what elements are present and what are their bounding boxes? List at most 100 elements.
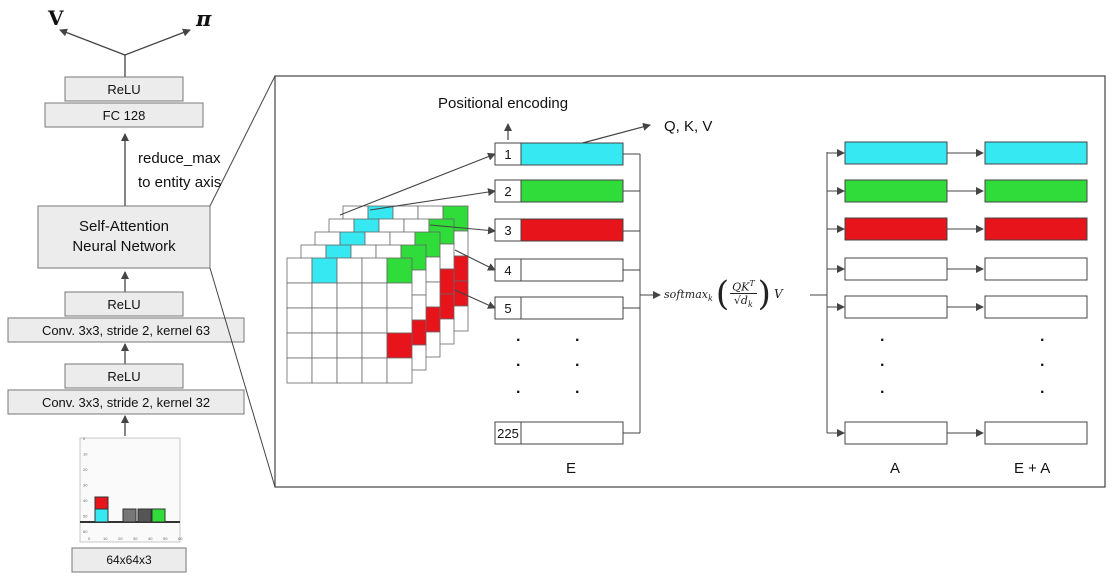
attention-rows xyxy=(827,141,1088,445)
attention-vector xyxy=(844,257,948,281)
attention-label: Self-Attention Neural Network xyxy=(38,206,210,268)
reduce-max-label: reduce_max xyxy=(138,150,221,167)
ellipsis-dot: · xyxy=(516,384,522,401)
softmax-formula: softmax k ( QKT √dk ) V xyxy=(664,270,783,318)
grid-cell xyxy=(286,307,313,334)
entity-index-225: 225 xyxy=(497,425,519,441)
value-label: V xyxy=(48,6,64,30)
input-size-label: 64x64x3 xyxy=(106,553,152,567)
entity-vector xyxy=(520,258,624,282)
ellipsis-dot: · xyxy=(1040,384,1046,401)
formula-denom-sub: k xyxy=(747,300,753,310)
grid-to-entity-arrow xyxy=(369,188,496,211)
ellipsis-dot: · xyxy=(1040,332,1046,349)
column-label-e-plus-a: E + A xyxy=(1014,460,1051,477)
conv1-box xyxy=(7,389,245,415)
plot-y-tick: 10 xyxy=(83,452,88,457)
plot-x-tick: 0 xyxy=(88,536,91,541)
conv2-label: Conv. 3x3, stride 2, kernel 63 xyxy=(41,322,211,338)
formula-paren-open: ( xyxy=(715,274,730,314)
input-image-plot: 0 10 20 30 40 50 60 0 10 20 30 40 50 60 xyxy=(79,436,183,543)
sum-vector xyxy=(984,257,1088,281)
relu-mid-label: ReLU xyxy=(107,296,141,312)
grid-cell xyxy=(336,282,363,309)
grid-cell xyxy=(336,332,363,359)
grid-cell xyxy=(361,357,388,384)
grid-cell xyxy=(311,257,338,284)
formula-v: V xyxy=(773,287,783,301)
entity-vector xyxy=(520,218,624,242)
grid-cell xyxy=(311,357,338,384)
fc-label: FC 128 xyxy=(102,107,146,123)
attention-vector xyxy=(844,295,948,319)
grid-cell xyxy=(386,282,413,309)
plot-red-block xyxy=(94,496,109,510)
ellipsis-dot: · xyxy=(575,357,581,374)
plot-y-tick: 20 xyxy=(83,467,88,472)
entity-index-3: 3 xyxy=(504,222,512,238)
relu-top-label: ReLU xyxy=(107,81,141,97)
plot-green-block xyxy=(151,508,166,523)
ellipsis-dot: · xyxy=(1040,357,1046,374)
formula-qk: QK xyxy=(732,280,750,294)
attention-vector xyxy=(844,179,948,203)
sum-vector xyxy=(984,217,1088,241)
grid-cell xyxy=(336,357,363,384)
sum-vector xyxy=(984,295,1088,319)
input-size-box xyxy=(71,547,187,573)
entity-rows xyxy=(494,142,624,445)
entity-axis-label: to entity axis xyxy=(138,174,222,191)
grid-cell xyxy=(286,332,313,359)
plot-x-tick: 30 xyxy=(133,536,138,541)
qkv-arrow xyxy=(574,122,651,146)
formula-softmax-sub: k xyxy=(707,293,713,303)
plot-x-tick: 20 xyxy=(118,536,123,541)
grid-cell xyxy=(311,332,338,359)
formula-sqrt-d: √d xyxy=(733,294,748,308)
qkv-label: Q, K, V xyxy=(664,118,713,135)
ellipsis-dot: · xyxy=(575,332,581,349)
attention-box xyxy=(37,205,211,269)
entity-vector xyxy=(520,421,624,445)
entity-vector xyxy=(520,296,624,320)
entity-index-5: 5 xyxy=(504,300,512,316)
plot-x-tick: 40 xyxy=(148,536,153,541)
entity-vector xyxy=(520,179,624,203)
detail-panel xyxy=(274,75,1106,488)
grid-cell xyxy=(286,257,313,284)
feature-map-stack xyxy=(286,152,496,384)
policy-label: π xyxy=(196,6,212,31)
formula-denominator: √dk xyxy=(734,294,753,309)
grid-cell xyxy=(361,282,388,309)
entity-index-2: 2 xyxy=(504,183,512,199)
ellipsis-dot: · xyxy=(880,384,886,401)
plot-cyan-block xyxy=(94,508,109,523)
grid-cell xyxy=(311,307,338,334)
attention-vector xyxy=(844,421,948,445)
plot-y-ticks: 0 10 20 30 40 50 60 xyxy=(83,436,88,534)
value-arrow xyxy=(59,28,126,56)
grid-cell xyxy=(361,307,388,334)
grid-to-entity-arrow xyxy=(339,152,496,216)
plot-y-tick: 50 xyxy=(83,514,88,519)
plot-x-ticks: 0 10 20 30 40 50 60 xyxy=(88,536,183,541)
attention-vector xyxy=(844,141,948,165)
grid-to-entity-arrow xyxy=(454,289,496,309)
grid-cell xyxy=(386,357,413,384)
ellipsis-dot: · xyxy=(516,357,522,374)
sum-vector xyxy=(984,141,1088,165)
entity-index-4: 4 xyxy=(504,262,512,278)
ellipsis-dot: · xyxy=(575,384,581,401)
plot-y-tick: 0 xyxy=(83,436,86,441)
plot-y-tick: 60 xyxy=(83,529,88,534)
entity-index-1: 1 xyxy=(504,146,512,162)
policy-arrow xyxy=(124,28,191,56)
relu-mid-box xyxy=(64,291,184,317)
plot-x-tick: 50 xyxy=(163,536,168,541)
grid-to-entity-arrow xyxy=(454,249,496,271)
attention-label-line2: Neural Network xyxy=(72,238,176,255)
grid-cell xyxy=(336,257,363,284)
formula-numerator: QKT xyxy=(730,279,757,295)
